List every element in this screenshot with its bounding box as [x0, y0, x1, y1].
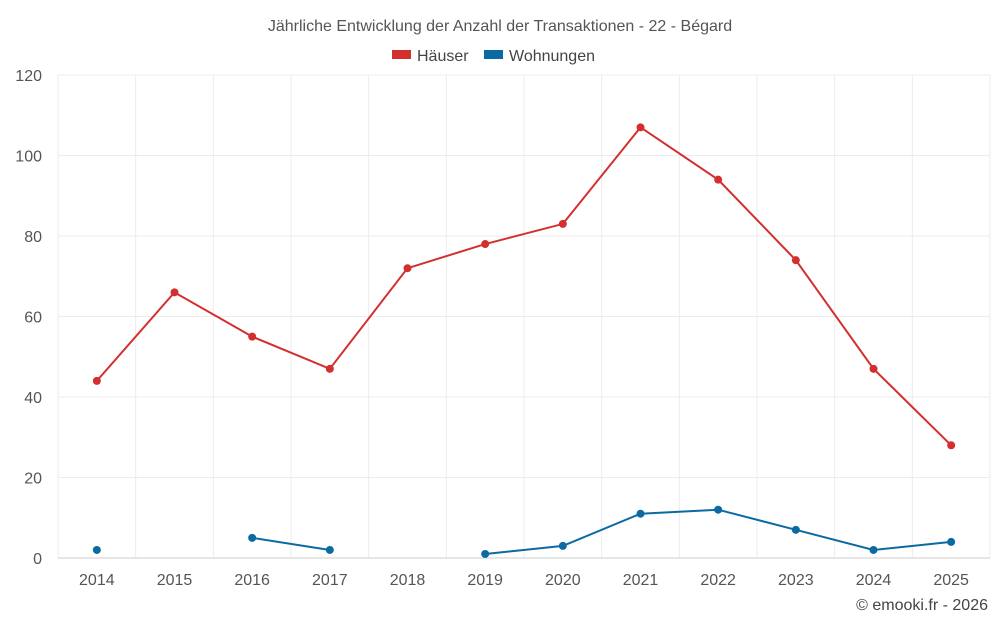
- data-point[interactable]: [170, 288, 179, 297]
- data-point[interactable]: [403, 264, 412, 273]
- series-line: [485, 508, 952, 555]
- y-tick-label: 60: [24, 310, 42, 327]
- chart-title: Jährliche Entwicklung der Anzahl der Tra…: [268, 18, 732, 35]
- data-point[interactable]: [558, 541, 567, 550]
- data-point[interactable]: [791, 525, 800, 534]
- y-tick-label: 0: [33, 551, 42, 568]
- x-tick-label: 2023: [778, 572, 814, 589]
- x-tick-label: 2016: [234, 572, 270, 589]
- x-tick-label: 2020: [545, 572, 581, 589]
- x-tick-label: 2014: [79, 572, 115, 589]
- data-point[interactable]: [714, 175, 723, 184]
- legend-swatch-haeuser: [392, 50, 411, 59]
- x-tick-label: 2015: [157, 572, 193, 589]
- data-point[interactable]: [325, 364, 334, 373]
- data-point[interactable]: [791, 256, 800, 265]
- data-point[interactable]: [714, 505, 723, 514]
- data-point[interactable]: [558, 219, 567, 228]
- y-tick-label: 100: [15, 149, 42, 166]
- x-tick-label: 2018: [390, 572, 426, 589]
- legend-label-wohnungen[interactable]: Wohnungen: [509, 48, 595, 65]
- legend: Häuser Wohnungen: [392, 48, 595, 65]
- x-tick-label: 2024: [856, 572, 892, 589]
- data-point[interactable]: [636, 123, 645, 132]
- data-point[interactable]: [92, 545, 101, 554]
- data-point[interactable]: [92, 376, 101, 385]
- data-point[interactable]: [325, 545, 334, 554]
- series-line: [252, 536, 330, 551]
- data-point[interactable]: [481, 549, 490, 558]
- data-point[interactable]: [248, 533, 257, 542]
- data-point[interactable]: [869, 364, 878, 373]
- series-0: [92, 123, 956, 450]
- data-point[interactable]: [636, 509, 645, 518]
- series-line: [96, 125, 952, 447]
- series: [92, 123, 956, 558]
- y-tick-label: 20: [24, 471, 42, 488]
- x-axis-ticks: 2014 2015 2016 2017 2018 2019 2020 2021 2022 2023…: [79, 572, 969, 589]
- y-axis-ticks: 0 20 40 60 80 100 120: [15, 68, 42, 568]
- y-tick-label: 40: [24, 390, 42, 407]
- data-point[interactable]: [248, 332, 257, 341]
- data-point[interactable]: [869, 545, 878, 554]
- data-point[interactable]: [947, 537, 956, 546]
- x-tick-label: 2025: [933, 572, 969, 589]
- x-tick-label: 2017: [312, 572, 348, 589]
- data-point[interactable]: [481, 240, 490, 249]
- x-tick-label: 2021: [623, 572, 659, 589]
- credit: © emooki.fr - 2026: [856, 597, 988, 614]
- grid: [57, 74, 991, 559]
- legend-swatch-wohnungen: [484, 50, 503, 59]
- x-tick-label: 2019: [467, 572, 503, 589]
- data-point[interactable]: [947, 441, 956, 450]
- legend-label-haeuser[interactable]: Häuser: [417, 48, 469, 65]
- series-1: [92, 505, 956, 558]
- x-tick-label: 2022: [700, 572, 736, 589]
- y-tick-label: 80: [24, 229, 42, 246]
- y-tick-label: 120: [15, 68, 42, 85]
